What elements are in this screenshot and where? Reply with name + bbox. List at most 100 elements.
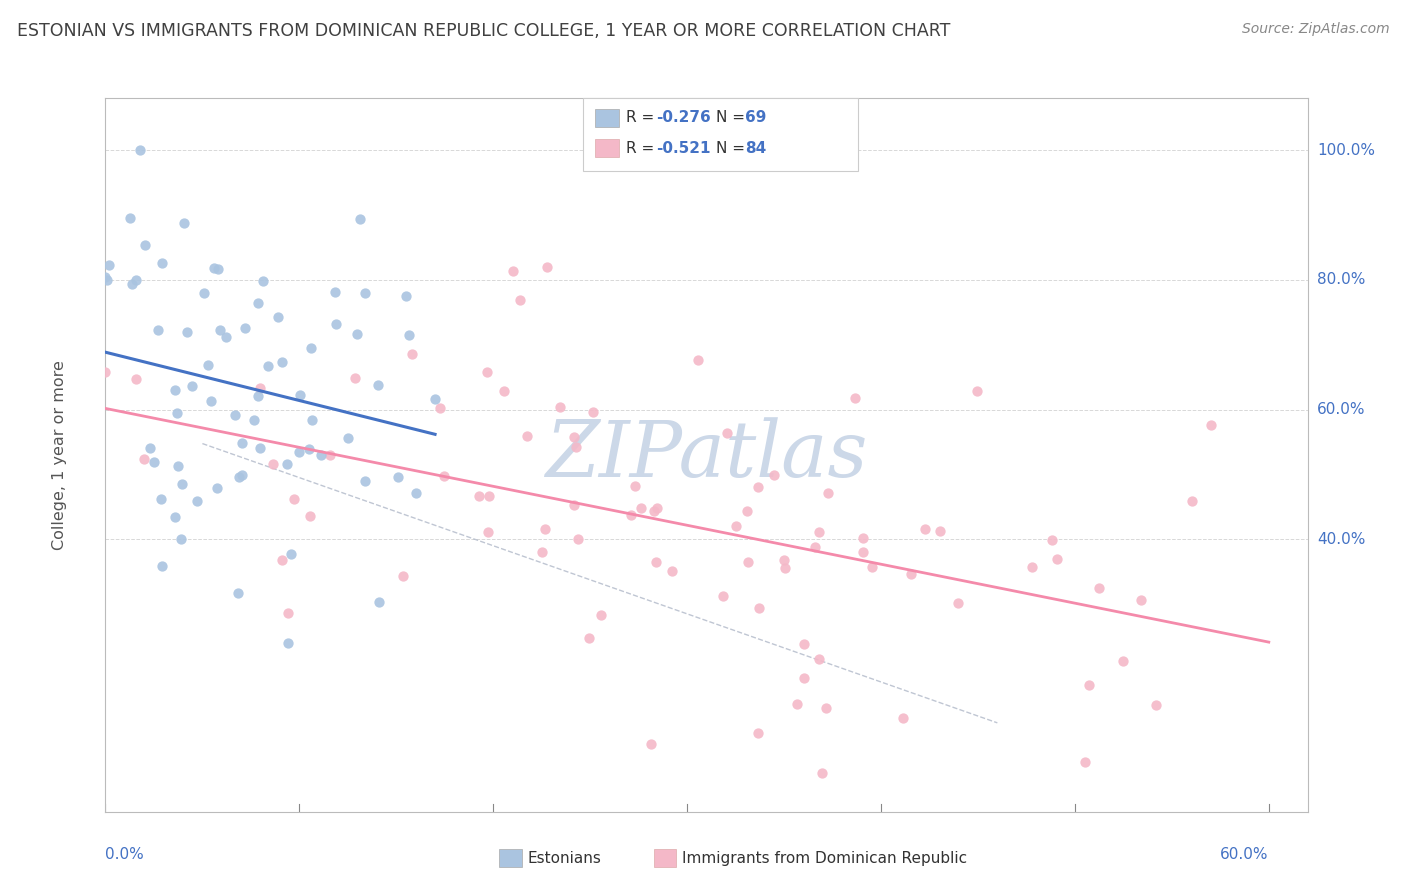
Point bbox=[129, 143, 152, 157]
Text: Estonians: Estonians bbox=[527, 851, 602, 865]
Point bbox=[1021, 560, 1043, 574]
Point bbox=[811, 765, 834, 780]
Point bbox=[852, 544, 875, 558]
Point bbox=[661, 565, 683, 579]
Text: 60.0%: 60.0% bbox=[1220, 847, 1268, 863]
Point bbox=[620, 508, 643, 522]
Point bbox=[748, 600, 770, 615]
Point bbox=[247, 296, 270, 310]
Point bbox=[150, 492, 173, 507]
Point bbox=[405, 486, 427, 500]
Point bbox=[401, 347, 423, 361]
Point bbox=[349, 212, 371, 227]
Point bbox=[228, 470, 250, 484]
Point bbox=[478, 489, 501, 503]
Point bbox=[249, 441, 271, 455]
Point bbox=[209, 323, 232, 337]
Point bbox=[226, 586, 249, 600]
Point bbox=[197, 358, 219, 372]
Point bbox=[567, 533, 589, 547]
Point bbox=[242, 413, 264, 427]
Point bbox=[94, 270, 117, 285]
Point bbox=[550, 401, 572, 415]
Point bbox=[735, 503, 758, 517]
Point bbox=[640, 737, 662, 751]
Point bbox=[429, 401, 451, 416]
Point bbox=[623, 478, 645, 492]
Text: -0.521: -0.521 bbox=[657, 141, 711, 155]
Point bbox=[716, 426, 738, 441]
Point bbox=[252, 274, 274, 288]
Point bbox=[392, 569, 415, 583]
Point bbox=[900, 566, 922, 581]
Point bbox=[578, 631, 600, 645]
Point bbox=[1088, 582, 1111, 596]
Point bbox=[468, 489, 491, 503]
Point bbox=[150, 256, 173, 270]
Point bbox=[645, 500, 668, 515]
Point bbox=[249, 381, 271, 395]
Point bbox=[148, 323, 170, 337]
Point bbox=[125, 372, 148, 386]
Point bbox=[711, 589, 734, 603]
Point bbox=[301, 413, 323, 427]
Point bbox=[299, 341, 322, 355]
Point bbox=[564, 440, 586, 454]
Point bbox=[946, 596, 969, 610]
Point bbox=[344, 371, 367, 385]
Point bbox=[271, 552, 294, 566]
Point bbox=[804, 541, 827, 555]
Point bbox=[928, 524, 950, 538]
Point bbox=[914, 522, 936, 536]
Point bbox=[354, 285, 377, 300]
Point bbox=[121, 277, 143, 292]
Point bbox=[205, 481, 228, 495]
Point bbox=[163, 509, 186, 524]
Point bbox=[96, 273, 118, 287]
Point bbox=[170, 477, 193, 491]
Point bbox=[193, 286, 215, 301]
Point bbox=[134, 452, 156, 467]
Text: -0.276: -0.276 bbox=[657, 111, 711, 125]
Point bbox=[256, 359, 278, 374]
Point bbox=[181, 378, 204, 392]
Text: 69: 69 bbox=[745, 111, 766, 125]
Text: Immigrants from Dominican Republic: Immigrants from Dominican Republic bbox=[682, 851, 967, 865]
Point bbox=[786, 698, 808, 712]
Point bbox=[368, 594, 391, 608]
Point bbox=[309, 448, 332, 462]
Point bbox=[817, 486, 839, 500]
Point bbox=[202, 261, 225, 276]
Text: 84: 84 bbox=[745, 141, 766, 155]
Point bbox=[562, 430, 585, 444]
Point bbox=[150, 558, 173, 573]
Point bbox=[562, 498, 585, 512]
Point bbox=[270, 355, 292, 369]
Point bbox=[477, 365, 499, 379]
Point bbox=[124, 272, 146, 286]
Text: N =: N = bbox=[716, 141, 749, 155]
Point bbox=[530, 545, 553, 559]
Point bbox=[318, 448, 340, 462]
Point bbox=[591, 608, 613, 623]
Point bbox=[138, 441, 160, 455]
Point bbox=[630, 501, 652, 516]
Point bbox=[246, 389, 269, 403]
Point bbox=[793, 671, 815, 685]
Point bbox=[852, 531, 875, 545]
Point bbox=[1199, 417, 1222, 432]
Text: R =: R = bbox=[626, 111, 659, 125]
Point bbox=[280, 547, 302, 561]
Point bbox=[165, 383, 187, 397]
Point bbox=[534, 522, 557, 536]
Point bbox=[176, 325, 198, 339]
Point bbox=[477, 525, 499, 540]
Text: ZIPatlas: ZIPatlas bbox=[546, 417, 868, 493]
Point bbox=[298, 442, 321, 457]
Point bbox=[166, 406, 188, 420]
Point bbox=[793, 637, 815, 651]
Point bbox=[536, 260, 558, 274]
Point bbox=[773, 561, 796, 575]
Point bbox=[207, 262, 229, 277]
Point bbox=[814, 701, 837, 715]
